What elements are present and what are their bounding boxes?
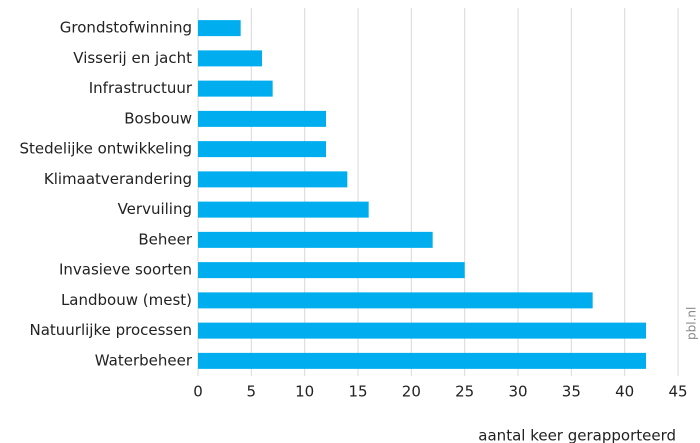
- bar: [198, 171, 348, 188]
- y-tick-label: Waterbeheer: [95, 351, 193, 369]
- y-tick-label: Infrastructuur: [89, 79, 193, 97]
- x-tick-label: 10: [295, 383, 314, 401]
- x-tick-label: 25: [455, 383, 474, 401]
- bar: [198, 20, 241, 37]
- y-tick-label: Grondstofwinning: [60, 19, 192, 37]
- y-tick-label: Stedelijke ontwikkeling: [20, 140, 192, 158]
- bar: [198, 262, 465, 279]
- x-tick-label: 40: [615, 383, 634, 401]
- y-tick-label: Beheer: [138, 230, 192, 248]
- x-tick-label: 0: [193, 383, 203, 401]
- bar: [198, 201, 369, 218]
- y-tick-label: Klimaatverandering: [44, 170, 192, 188]
- bar: [198, 110, 326, 127]
- y-tick-label: Vervuiling: [118, 200, 192, 218]
- y-tick-label: Landbouw (mest): [61, 291, 192, 309]
- x-tick-label: 15: [348, 383, 367, 401]
- bar: [198, 141, 326, 158]
- bar: [198, 80, 273, 97]
- y-tick-label: Natuurlijke processen: [29, 321, 192, 339]
- bar: [198, 352, 646, 369]
- x-tick-label: 35: [562, 383, 581, 401]
- source: pbl.nl: [685, 307, 699, 340]
- y-tick-label: Invasieve soorten: [59, 261, 192, 279]
- bar: [198, 231, 433, 248]
- bar: [198, 292, 593, 309]
- y-tick-label: Visserij en jacht: [73, 49, 192, 67]
- bar: [198, 322, 646, 339]
- x-tick-label: 45: [668, 383, 687, 401]
- bar: [198, 50, 262, 67]
- y-tick-label: Bosbouw: [124, 109, 192, 127]
- x-tick-label: 20: [402, 383, 421, 401]
- x-axis-label: aantal keer gerapporteerd: [478, 427, 676, 443]
- x-tick-label: 5: [247, 383, 257, 401]
- x-tick-label: 30: [508, 383, 527, 401]
